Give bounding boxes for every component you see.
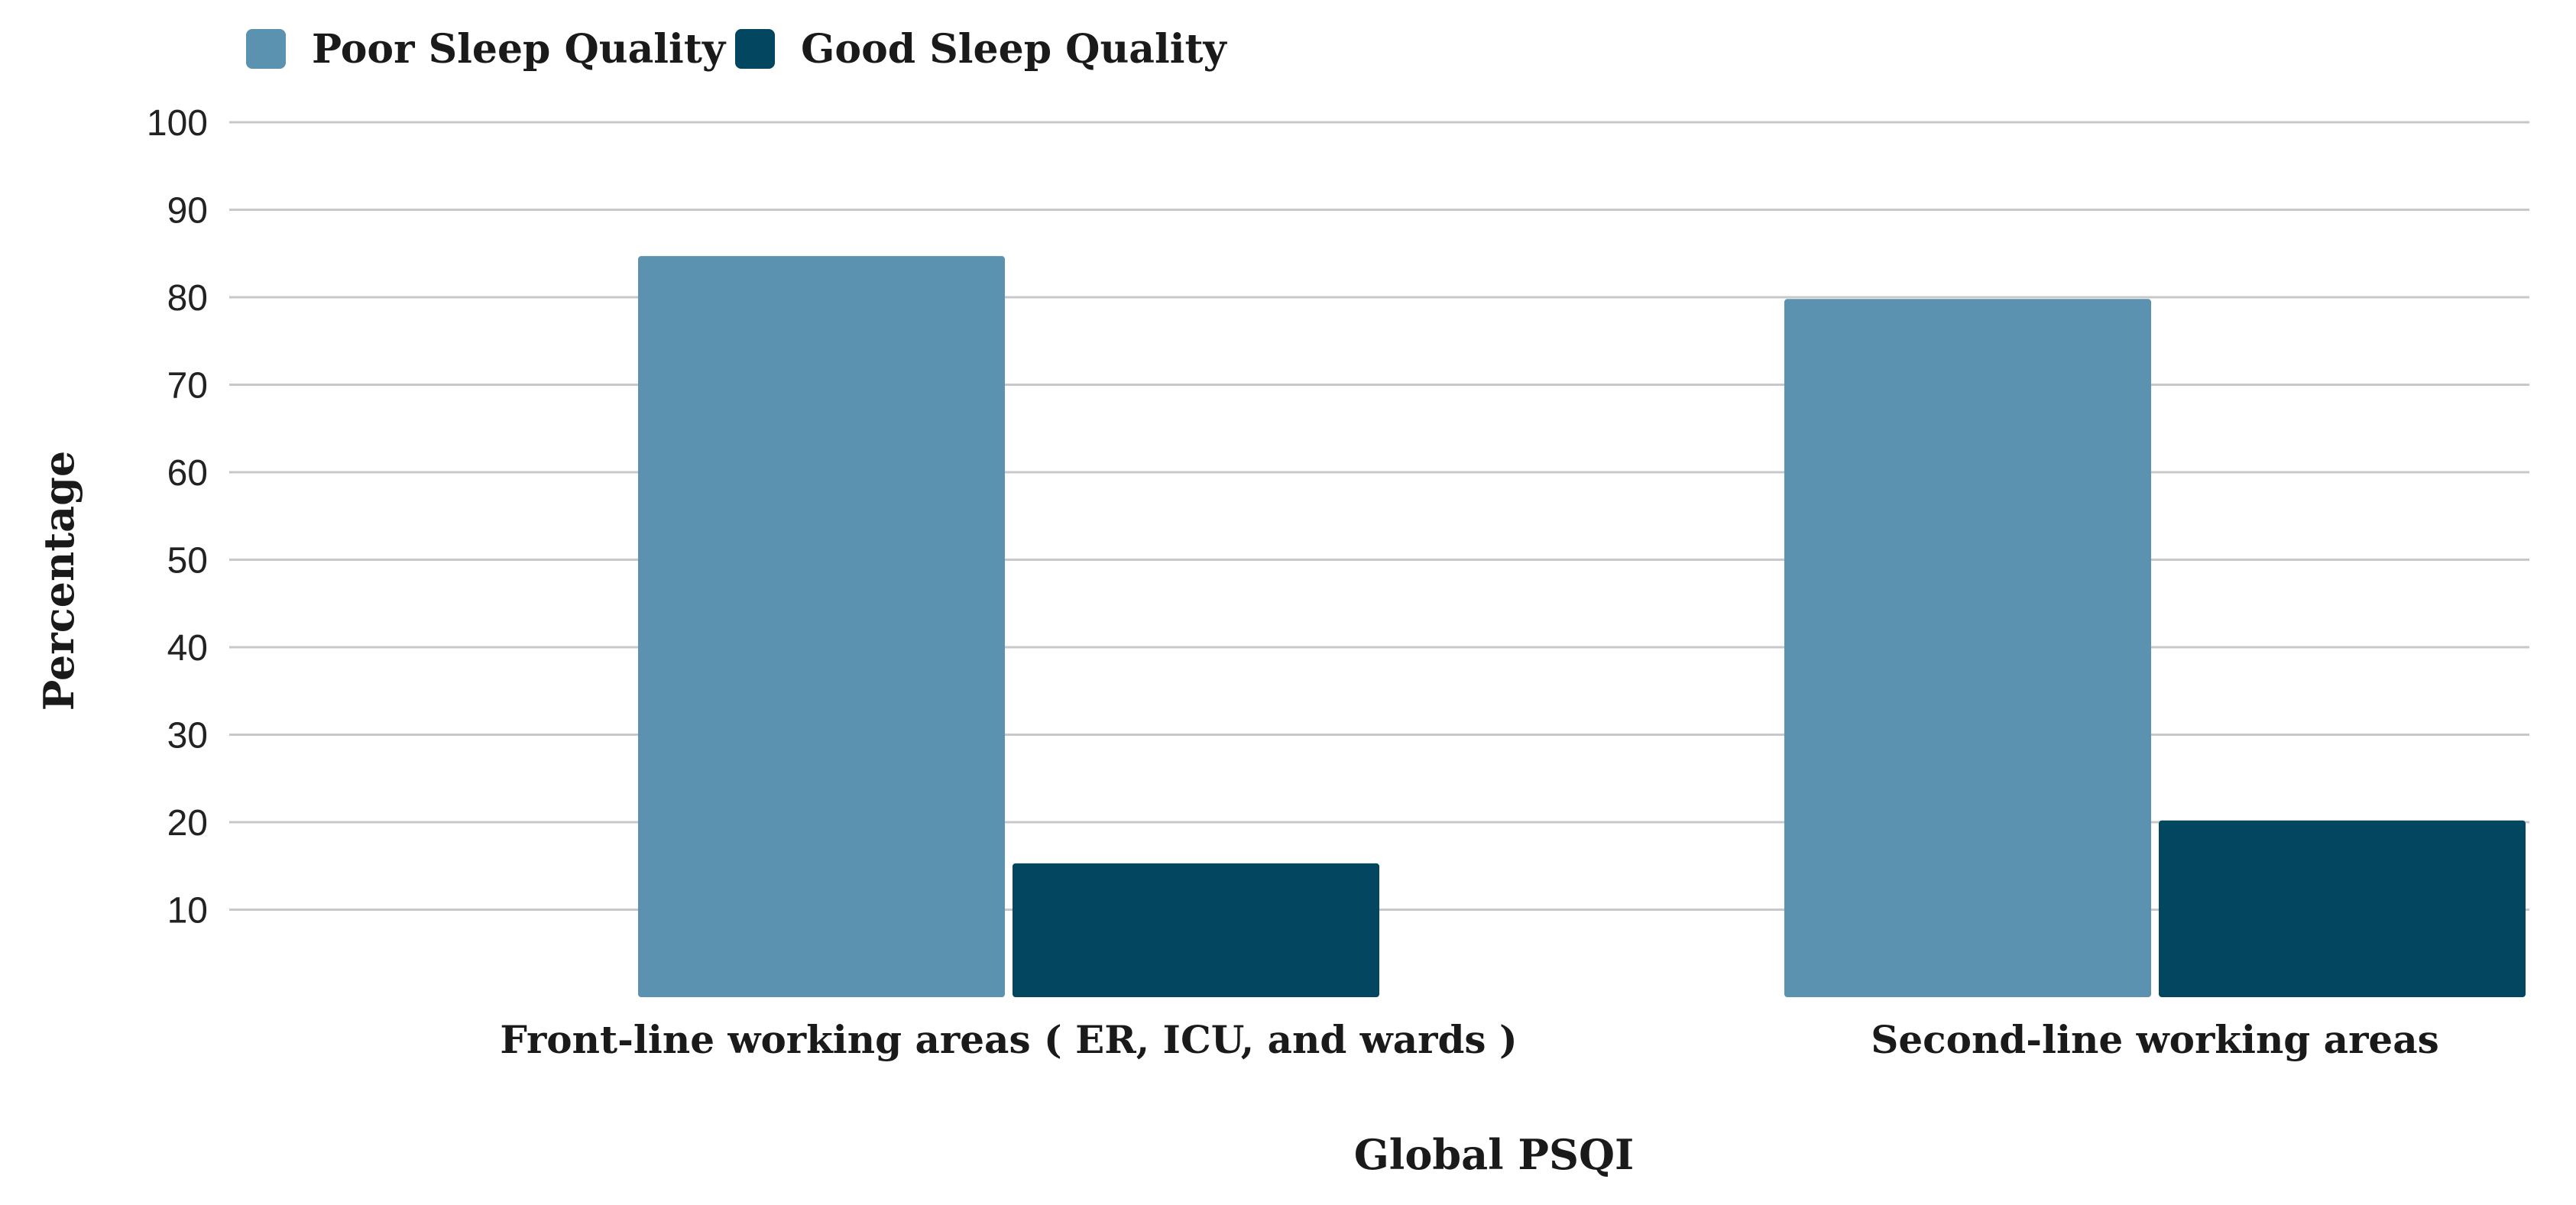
- x-axis-categories: Front-line working areas ( ER, ICU, and …: [500, 1017, 2438, 1062]
- bar-good-sleep-quality-front-line-working-areas-er-icu-and-wards: [1013, 863, 1379, 997]
- y-tick-label-60: 60: [167, 453, 208, 494]
- y-tick-label-70: 70: [167, 366, 208, 407]
- y-axis-ticks: 10 20 30 40 50 60 70 80 90 100: [147, 103, 208, 931]
- bars: [638, 256, 2526, 997]
- bar-good-sleep-quality-second-line-working-areas: [2159, 820, 2526, 997]
- x-axis-title: Global PSQI: [1354, 1130, 1635, 1179]
- bar-poor-sleep-quality-second-line-working-areas: [1784, 299, 2151, 997]
- y-tick-label-20: 20: [167, 803, 208, 844]
- legend: Poor Sleep Quality Good Sleep Quality: [246, 26, 1228, 73]
- bar-poor-sleep-quality-front-line-working-areas-er-icu-and-wards: [638, 256, 1005, 997]
- y-tick-label-80: 80: [167, 278, 208, 319]
- legend-label-poor-sleep-quality: Poor Sleep Quality: [312, 26, 727, 73]
- y-tick-label-30: 30: [167, 716, 208, 756]
- y-tick-label-90: 90: [167, 191, 208, 232]
- legend-swatch-poor-sleep-quality: [246, 29, 286, 69]
- x-category-label-2: Second-line working areas: [1871, 1017, 2439, 1062]
- gridlines: [229, 121, 2529, 911]
- y-tick-label-10: 10: [167, 891, 208, 931]
- legend-swatch-good-sleep-quality: [735, 29, 775, 69]
- y-tick-label-50: 50: [167, 541, 208, 581]
- y-axis-title: Percentage: [34, 451, 83, 711]
- y-tick-label-40: 40: [167, 628, 208, 669]
- x-category-label-1: Front-line working areas ( ER, ICU, and …: [500, 1017, 1517, 1062]
- legend-label-good-sleep-quality: Good Sleep Quality: [801, 26, 1228, 73]
- y-tick-label-100: 100: [147, 103, 208, 144]
